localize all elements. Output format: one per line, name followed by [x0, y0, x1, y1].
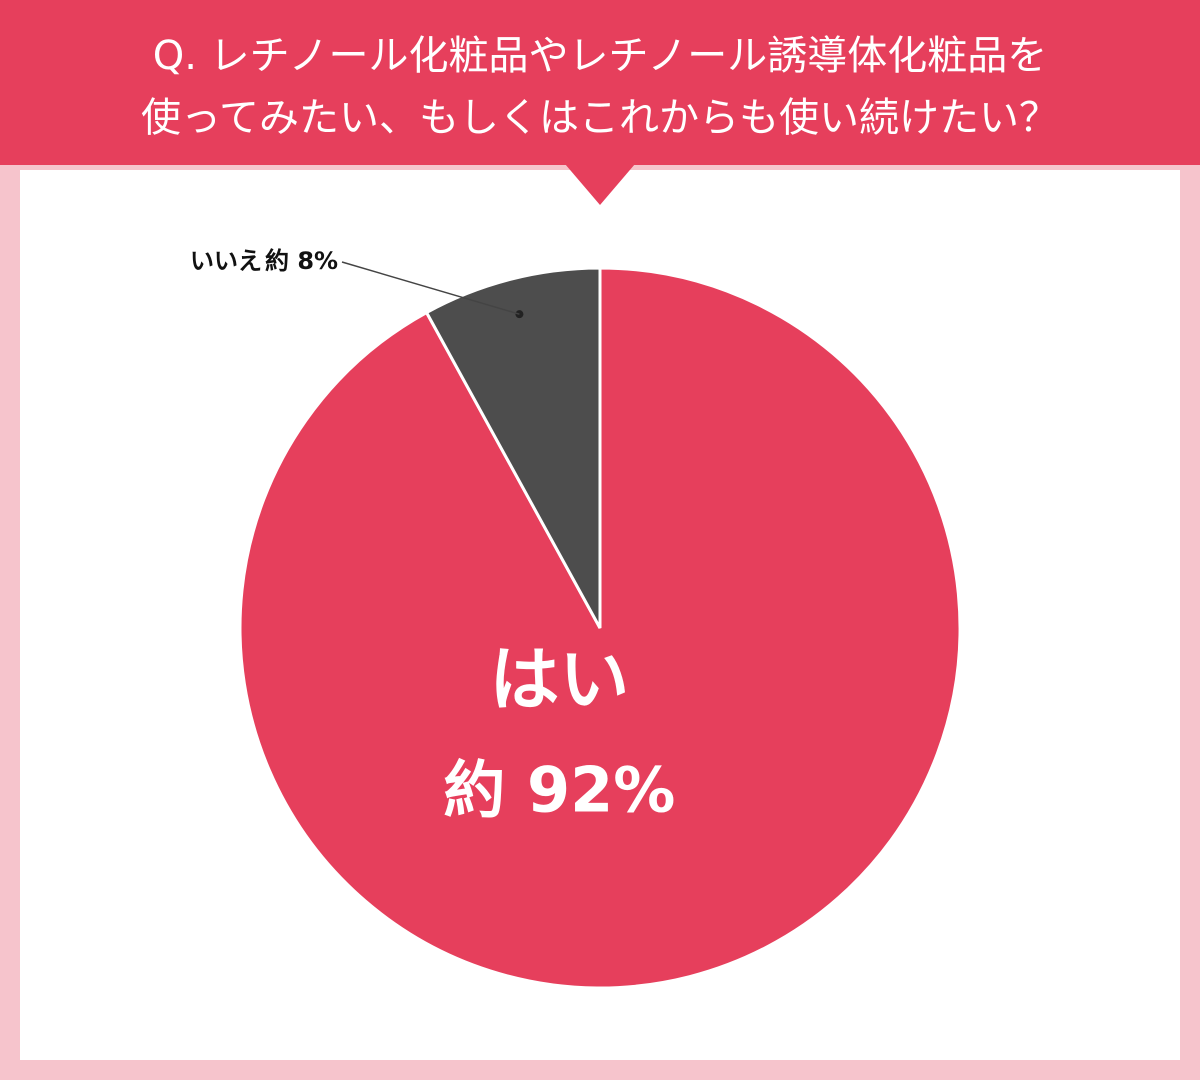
- leader-line: [341, 261, 520, 315]
- chart-title: Q. レチノール化粧品やレチノール誘導体化粧品を: [153, 33, 1048, 79]
- pie-slice: [424, 266, 602, 629]
- slice-category: いいえ: [190, 247, 262, 275]
- slice-category: はい: [489, 639, 629, 721]
- header: [0, 0, 1200, 165]
- slice-value-label: 約 8%: [265, 247, 338, 275]
- header-pointer: [565, 164, 635, 205]
- slice-value-label: 約 92%: [443, 754, 675, 827]
- chart-title: 使ってみたい、もしくはこれからも使い続けたい？: [141, 95, 1059, 141]
